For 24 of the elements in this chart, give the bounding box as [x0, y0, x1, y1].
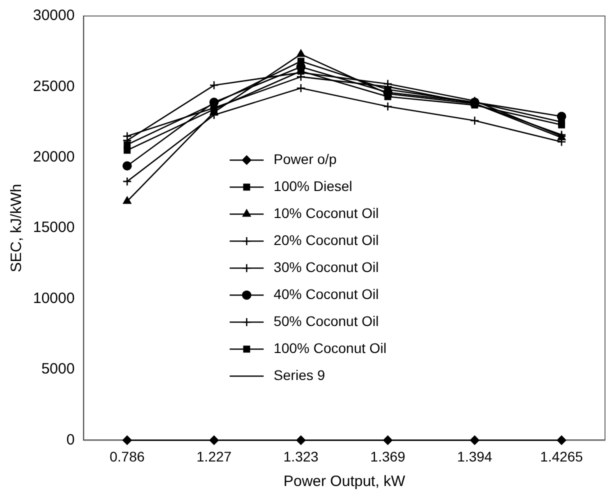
legend-label: 100% Coconut Oil: [274, 340, 387, 356]
x-tick-label: 1.4265: [540, 448, 584, 464]
legend-label: 30% Coconut Oil: [274, 258, 379, 275]
legend-label: 100% Diesel: [274, 178, 352, 194]
x-tick-label: 0.786: [110, 448, 145, 464]
y-tick-label: 5000: [41, 360, 75, 378]
legend-label: 20% Coconut Oil: [274, 232, 379, 248]
y-tick-label: 25000: [32, 78, 75, 95]
y-tick-label: 15000: [32, 219, 75, 236]
x-tick-label: 1.227: [196, 448, 232, 464]
y-tick-label: 20000: [32, 148, 75, 166]
y-tick-label: 10000: [32, 290, 75, 307]
x-tick-label: 1.323: [283, 448, 319, 464]
legend-label: Series 9: [274, 366, 326, 383]
x-axis-title: Power Output, kW: [283, 473, 406, 490]
legend-label: Power o/p: [274, 150, 337, 167]
legend-label: 10% Coconut Oil: [274, 204, 379, 221]
legend-label: 50% Coconut Oil: [274, 312, 379, 329]
y-tick-label: 30000: [32, 7, 75, 24]
y-axis-title: SEC, kJ/kWh: [8, 184, 26, 272]
y-tick-label: 0: [66, 431, 75, 448]
legend-label: 40% Coconut Oil: [274, 286, 379, 302]
x-tick-label: 1.369: [370, 448, 406, 464]
x-tick-label: 1.394: [457, 448, 492, 464]
